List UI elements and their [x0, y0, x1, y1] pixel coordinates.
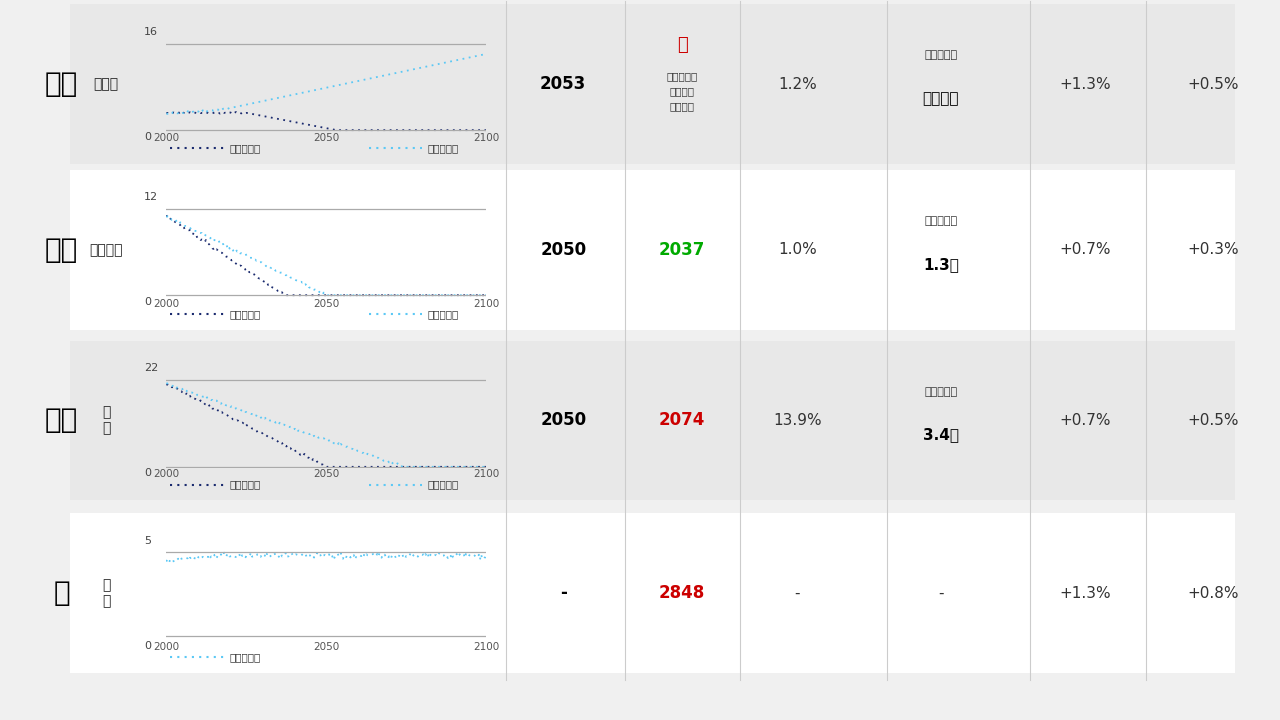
- Text: 1.2%: 1.2%: [778, 77, 817, 91]
- Text: +1.3%: +1.3%: [1060, 586, 1111, 600]
- Text: 実績ペース: 実績ペース: [428, 143, 458, 153]
- Text: 0: 0: [143, 468, 151, 478]
- Text: 3.4倍: 3.4倍: [923, 428, 959, 442]
- Text: 🇬🇧: 🇬🇧: [45, 236, 78, 264]
- Text: -: -: [938, 586, 943, 600]
- Bar: [70, 170, 1235, 330]
- Text: 世界平均の: 世界平均の: [924, 216, 957, 226]
- Text: 目標ペース: 目標ペース: [229, 480, 260, 490]
- Text: 実績ペース: 実績ペース: [428, 480, 458, 490]
- Text: 2074: 2074: [659, 412, 705, 429]
- Text: 2037: 2037: [659, 240, 705, 258]
- Text: 2050: 2050: [540, 412, 586, 429]
- Text: 一人当たり
排出量は
増加傾向: 一人当たり 排出量は 増加傾向: [667, 72, 698, 111]
- Text: 5: 5: [143, 536, 151, 546]
- Text: +0.5%: +0.5%: [1188, 413, 1239, 428]
- Text: 0: 0: [143, 297, 151, 307]
- Bar: [70, 4, 1235, 164]
- Text: +0.7%: +0.7%: [1060, 243, 1111, 257]
- Text: +1.3%: +1.3%: [1060, 77, 1111, 91]
- Text: 0: 0: [143, 641, 151, 651]
- Text: -: -: [559, 585, 567, 602]
- Text: 1.3倍: 1.3倍: [923, 257, 959, 271]
- Text: 13.9%: 13.9%: [773, 413, 822, 428]
- Text: 16: 16: [143, 27, 157, 37]
- Text: トルコ: トルコ: [93, 77, 119, 91]
- Text: 0: 0: [143, 132, 151, 142]
- Text: -: -: [795, 586, 800, 600]
- Text: 目標ペース: 目標ペース: [229, 143, 260, 153]
- Text: +0.8%: +0.8%: [1188, 586, 1239, 600]
- Text: 実績ペース: 実績ペース: [428, 309, 458, 319]
- Bar: [70, 341, 1235, 500]
- Text: 2053: 2053: [540, 75, 586, 93]
- Text: +0.7%: +0.7%: [1060, 413, 1111, 428]
- Text: 🇹🇷: 🇹🇷: [45, 71, 78, 98]
- Text: 世界平均の: 世界平均の: [924, 387, 957, 397]
- Text: イギリス: イギリス: [90, 243, 123, 257]
- Text: 🇺🇸: 🇺🇸: [45, 407, 78, 434]
- Text: 1.0%: 1.0%: [778, 243, 817, 257]
- Text: 🌐: 🌐: [54, 580, 69, 607]
- Text: 実績ペース: 実績ペース: [229, 652, 260, 662]
- Text: 2050: 2050: [540, 240, 586, 258]
- Text: 米
国: 米 国: [102, 405, 110, 436]
- Text: １．０倍: １．０倍: [923, 91, 959, 106]
- Bar: [70, 513, 1235, 673]
- Text: 22: 22: [143, 363, 159, 373]
- Text: +0.3%: +0.3%: [1188, 243, 1239, 257]
- Text: 2848: 2848: [659, 585, 705, 602]
- Text: 世
界: 世 界: [102, 578, 110, 608]
- Text: 目標ペース: 目標ペース: [229, 309, 260, 319]
- Text: +0.5%: +0.5%: [1188, 77, 1239, 91]
- Text: 12: 12: [143, 192, 159, 202]
- Text: 世界平均の: 世界平均の: [924, 50, 957, 60]
- Text: ！: ！: [677, 35, 687, 53]
